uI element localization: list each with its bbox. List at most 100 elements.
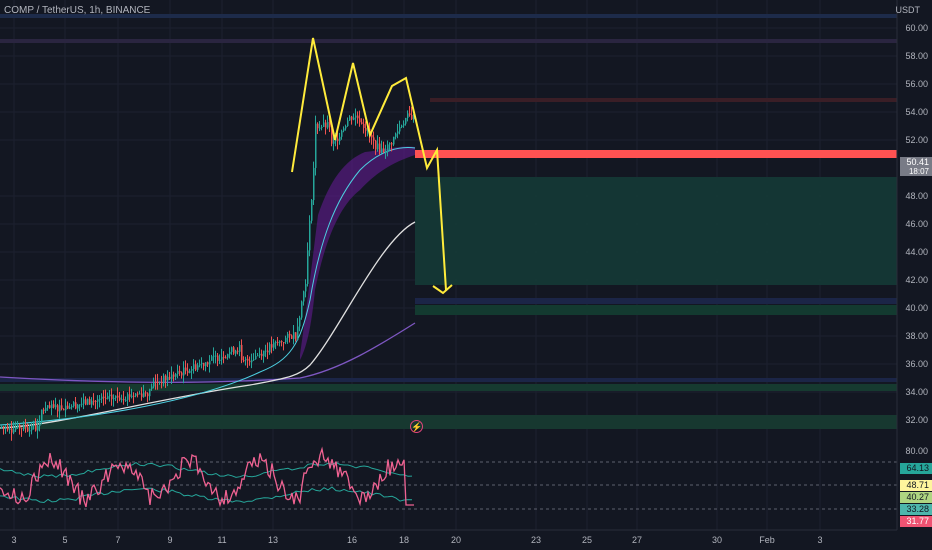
candle-body [351,116,353,120]
symbol-title[interactable]: COMP / TetherUS, 1h, BINANCE [4,5,151,16]
candle-body [245,358,247,361]
candlesticks [1,106,415,441]
time-tick: 7 [115,535,121,545]
candle-body [337,138,339,142]
candle-body [25,425,27,428]
candle-body [363,123,365,128]
candle-body [361,122,363,124]
price-tick: 56.00 [905,79,928,89]
candle-body [291,335,293,339]
candle-body [67,405,69,409]
price-tick: 54.00 [905,107,928,117]
candle-body [273,342,275,348]
candle-body [331,127,333,144]
candle-body [55,405,57,408]
candle-body [159,381,161,384]
candle-body [209,360,211,365]
candle-body [249,360,251,363]
candle-body [57,405,59,412]
osc-upper-band [0,461,413,479]
candle-body [317,123,319,129]
time-tick: 9 [167,535,173,545]
candle-body [377,143,379,150]
price-tick: 32.00 [905,415,928,425]
candle-body [255,355,257,360]
candle-body [143,392,145,397]
candle-body [261,353,263,357]
down-arrow-head [432,284,453,295]
price-tick: 36.00 [905,359,928,369]
candle-body [243,360,245,362]
osc-lower-band [0,486,413,504]
candle-body [221,356,223,360]
candle-body [177,370,179,374]
candle-body [169,376,171,379]
candle-body [131,395,133,397]
candle-body [187,370,189,373]
candle-body [167,376,169,381]
candle-body [299,317,301,327]
candle-body [137,393,139,395]
candle-body [175,373,177,377]
candle-body [239,344,241,352]
candle-body [389,143,391,145]
rsi-oscillator [0,446,897,510]
price-tick: 46.00 [905,219,928,229]
candle-body [365,127,367,131]
candle-body [253,359,255,361]
candle-body [189,370,191,373]
candle-body [391,143,393,145]
candle-body [399,127,401,132]
countdown-badge: 18:07 [900,167,932,176]
candle-body [323,122,325,127]
candle-body [381,148,383,153]
candle-body [135,393,137,396]
time-tick: 3 [11,535,17,545]
candle-body [51,404,53,408]
candle-body [7,427,9,430]
price-tick: 38.00 [905,331,928,341]
candle-body [113,397,115,400]
candle-body [375,140,377,150]
candle-body [151,386,153,389]
candle-body [79,404,81,406]
candle-body [251,360,253,363]
candle-body [379,143,381,153]
candle-body [59,405,61,412]
candle-body [267,350,269,353]
candle-body [13,429,15,433]
candle-body [183,367,185,376]
medium-ma-line [0,221,416,429]
candle-body [73,402,75,407]
support-zone-green [415,305,897,315]
candle-body [157,381,159,384]
currency-label: USDT [895,5,921,15]
candle-body [75,402,77,409]
candle-body [77,404,79,409]
candle-body [171,374,173,379]
candle-body [371,135,373,138]
candle-body [203,362,205,367]
candle-body [357,115,359,119]
candle-body [225,357,227,359]
candle-body [181,372,183,376]
osc-badge-5: 31.77 [900,516,932,527]
candle-body [81,403,83,405]
candle-body [395,133,397,137]
current-price-badge: 50.41 [900,157,932,167]
candle-body [105,397,107,399]
candle-body [119,397,121,400]
lightning-icon[interactable]: ⚡ [410,420,423,433]
candle-body [329,121,331,128]
time-tick: 18 [398,535,410,545]
candle-body [325,122,327,128]
price-tick: 58.00 [905,51,928,61]
candle-body [191,369,193,371]
candle-body [47,405,49,408]
candle-body [275,341,277,343]
candle-body [123,399,125,401]
candle-body [179,370,181,373]
candle-body [303,291,305,302]
candle-body [293,332,295,339]
